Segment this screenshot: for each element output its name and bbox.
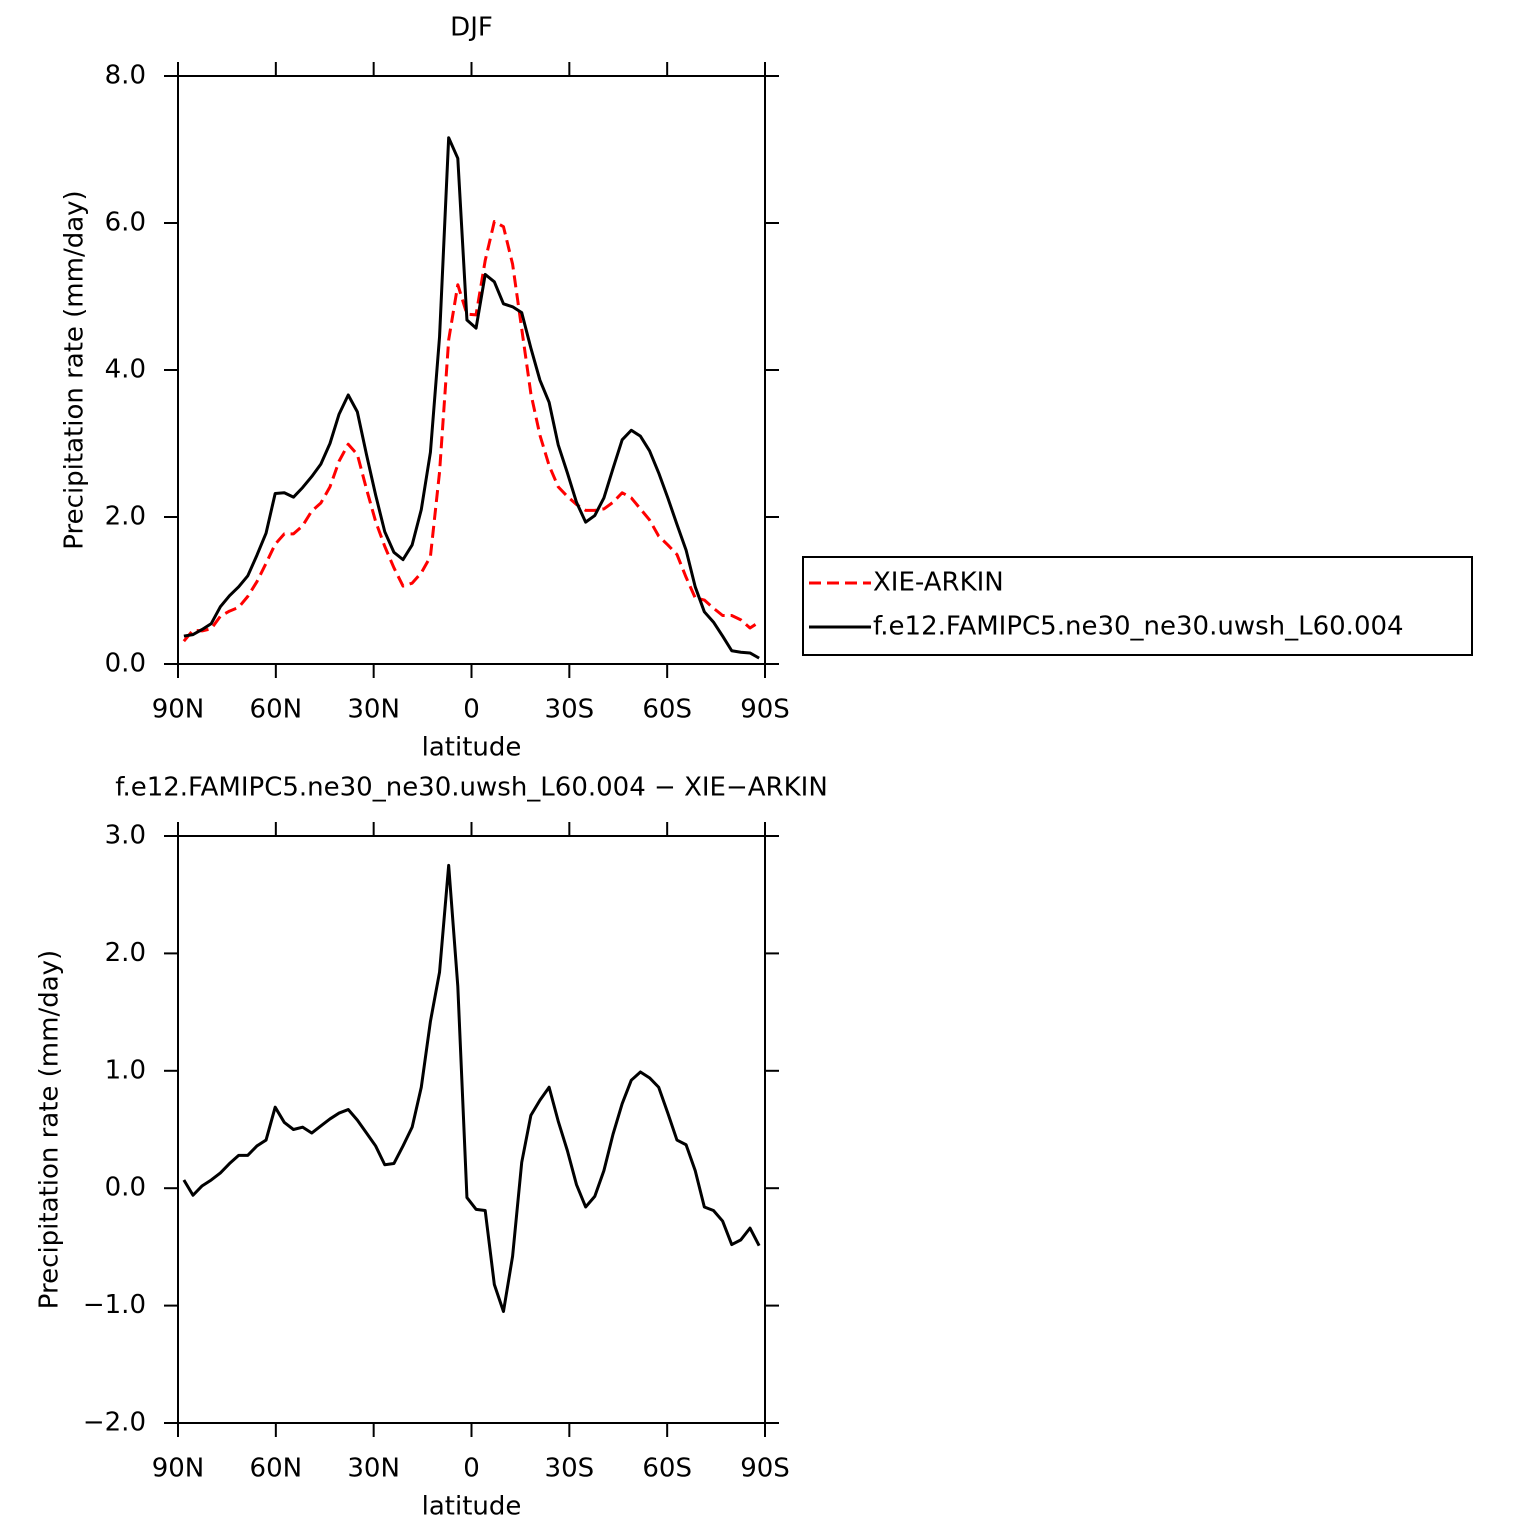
- y-tick-label: 8.0: [105, 61, 146, 91]
- x-tick-label: 30S: [545, 695, 595, 725]
- x-axis-label: latitude: [422, 1492, 522, 1522]
- plot-frame: [177, 835, 766, 1424]
- x-tick-label: 60N: [250, 695, 303, 725]
- x-tick-label: 0: [463, 695, 480, 725]
- legend-box: [802, 556, 1473, 656]
- series-line: [182, 863, 761, 1313]
- x-tick-label: 60S: [642, 1454, 692, 1484]
- y-tick-label: 4.0: [105, 355, 146, 385]
- x-tick-label: 90N: [152, 1454, 205, 1484]
- x-axis-label: latitude: [422, 733, 522, 763]
- plot-frame: [177, 75, 766, 665]
- x-tick-label: 90S: [740, 1454, 790, 1484]
- y-tick-label: −2.0: [83, 1408, 146, 1438]
- x-tick-label: 30N: [347, 695, 400, 725]
- legend: XIE-ARKIN f.e12.FAMIPC5.ne30_ne30.uwsh_L6…: [802, 556, 1473, 656]
- x-tick-label: 90N: [152, 695, 205, 725]
- y-tick-label: 1.0: [105, 1055, 146, 1085]
- y-tick-label: 6.0: [105, 208, 146, 238]
- y-tick-label: 2.0: [105, 938, 146, 968]
- y-tick-label: −1.0: [83, 1290, 146, 1320]
- y-tick-label: 2.0: [105, 502, 146, 532]
- x-tick-label: 60N: [250, 1454, 303, 1484]
- chart-title: f.e12.FAMIPC5.ne30_ne30.uwsh_L60.004 − X…: [115, 773, 828, 803]
- series-line: [182, 220, 760, 643]
- x-tick-label: 30N: [347, 1454, 400, 1484]
- y-tick-label: 3.0: [105, 821, 146, 851]
- x-tick-label: 0: [463, 1454, 480, 1484]
- series-line: [183, 136, 760, 660]
- x-tick-label: 60S: [642, 695, 692, 725]
- x-tick-label: 90S: [740, 695, 790, 725]
- y-tick-label: 0.0: [105, 1173, 146, 1203]
- y-tick-label: 0.0: [105, 649, 146, 679]
- y-axis-label: Precipitation rate (mm/day): [35, 950, 65, 1309]
- x-tick-label: 30S: [545, 1454, 595, 1484]
- chart-title: DJF: [450, 13, 493, 43]
- legend-label: f.e12.FAMIPC5.ne30_ne30.uwsh_L60.004: [873, 612, 1404, 642]
- y-axis-label: Precipitation rate (mm/day): [60, 190, 90, 549]
- legend-label: XIE-ARKIN: [873, 568, 1004, 598]
